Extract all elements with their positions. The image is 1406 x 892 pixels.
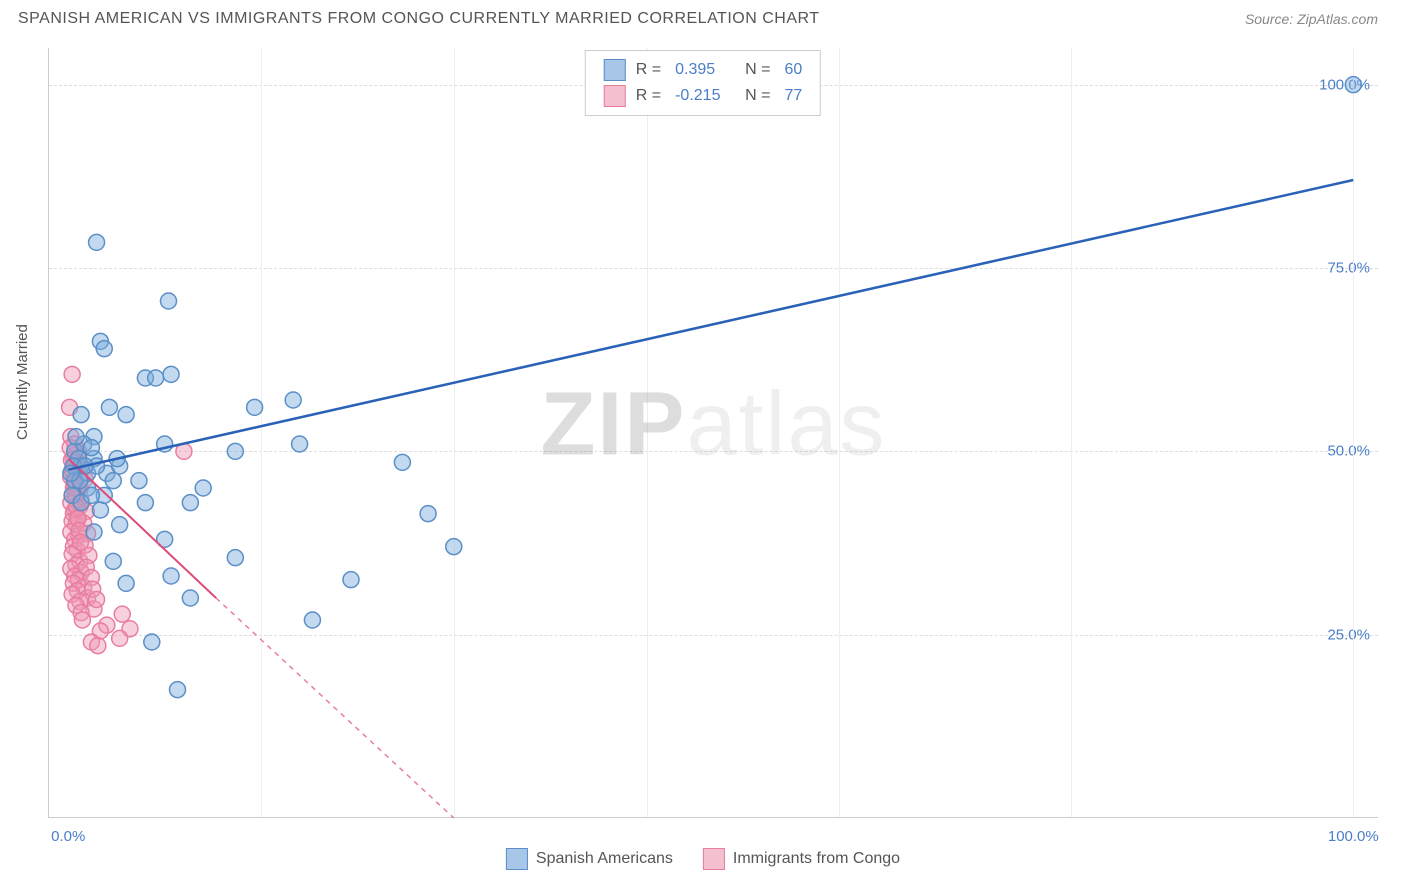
scatter-point-blue <box>105 553 121 569</box>
scatter-point-blue <box>195 480 211 496</box>
scatter-point-blue <box>420 506 436 522</box>
scatter-point-blue <box>105 473 121 489</box>
legend-swatch <box>506 848 528 870</box>
series-legend: Spanish Americans Immigrants from Congo <box>506 848 900 870</box>
scatter-point-blue <box>163 366 179 382</box>
scatter-point-blue <box>247 399 263 415</box>
chart-title: SPANISH AMERICAN VS IMMIGRANTS FROM CONG… <box>18 10 820 28</box>
legend-r-label: R = <box>636 61 661 79</box>
scatter-point-pink <box>72 534 88 550</box>
scatter-point-pink <box>112 630 128 646</box>
scatter-point-blue <box>68 429 84 445</box>
chart-plot-area: 25.0%50.0%75.0%100.0%0.0%100.0% ZIPatlas <box>48 48 1378 818</box>
legend-n-label: N = <box>745 61 770 79</box>
y-axis-title: Currently Married <box>14 324 31 440</box>
series-legend-label: Immigrants from Congo <box>733 850 900 868</box>
scatter-point-blue <box>163 568 179 584</box>
scatter-point-blue <box>446 539 462 555</box>
scatter-point-pink <box>89 591 105 607</box>
trendline-blue <box>68 180 1353 470</box>
series-legend-label: Spanish Americans <box>536 850 673 868</box>
trendline-pink-dashed <box>216 598 454 818</box>
legend-n-value: 77 <box>784 87 802 105</box>
scatter-point-blue <box>285 392 301 408</box>
scatter-point-blue <box>182 590 198 606</box>
legend-swatch <box>703 848 725 870</box>
scatter-point-blue <box>144 634 160 650</box>
scatter-point-pink <box>114 606 130 622</box>
correlation-legend-row: R = -0.215 N = 77 <box>604 83 802 109</box>
scatter-point-blue <box>292 436 308 452</box>
scatter-point-blue <box>86 524 102 540</box>
legend-n-label: N = <box>745 87 770 105</box>
scatter-point-blue <box>131 473 147 489</box>
scatter-point-blue <box>161 293 177 309</box>
scatter-point-pink <box>64 366 80 382</box>
scatter-point-pink <box>74 612 90 628</box>
scatter-point-blue <box>101 399 117 415</box>
scatter-point-blue <box>118 407 134 423</box>
legend-swatch <box>604 59 626 81</box>
scatter-point-blue <box>137 495 153 511</box>
legend-r-value: 0.395 <box>675 61 735 79</box>
scatter-point-blue <box>227 550 243 566</box>
scatter-point-blue <box>83 440 99 456</box>
legend-n-value: 60 <box>784 61 802 79</box>
scatter-point-blue <box>394 454 410 470</box>
x-tick-label: 0.0% <box>51 828 85 845</box>
scatter-point-blue <box>148 370 164 386</box>
scatter-point-blue <box>304 612 320 628</box>
scatter-point-blue <box>170 682 186 698</box>
scatter-point-blue <box>89 234 105 250</box>
scatter-point-blue <box>96 341 112 357</box>
source-label: Source: ZipAtlas.com <box>1245 11 1378 27</box>
correlation-legend-row: R = 0.395 N = 60 <box>604 57 802 83</box>
scatter-point-blue <box>227 443 243 459</box>
scatter-svg <box>49 48 1378 817</box>
scatter-point-pink <box>90 638 106 654</box>
scatter-point-blue <box>1345 77 1361 93</box>
series-legend-item: Spanish Americans <box>506 848 673 870</box>
scatter-point-blue <box>83 487 99 503</box>
legend-r-value: -0.215 <box>675 87 735 105</box>
correlation-legend: R = 0.395 N = 60 R = -0.215 N = 77 <box>585 50 821 116</box>
scatter-point-blue <box>112 517 128 533</box>
scatter-point-blue <box>118 575 134 591</box>
scatter-point-blue <box>343 572 359 588</box>
scatter-point-blue <box>182 495 198 511</box>
legend-swatch <box>604 85 626 107</box>
x-tick-label: 100.0% <box>1328 828 1379 845</box>
scatter-point-blue <box>92 502 108 518</box>
series-legend-item: Immigrants from Congo <box>703 848 900 870</box>
scatter-point-blue <box>73 407 89 423</box>
legend-r-label: R = <box>636 87 661 105</box>
